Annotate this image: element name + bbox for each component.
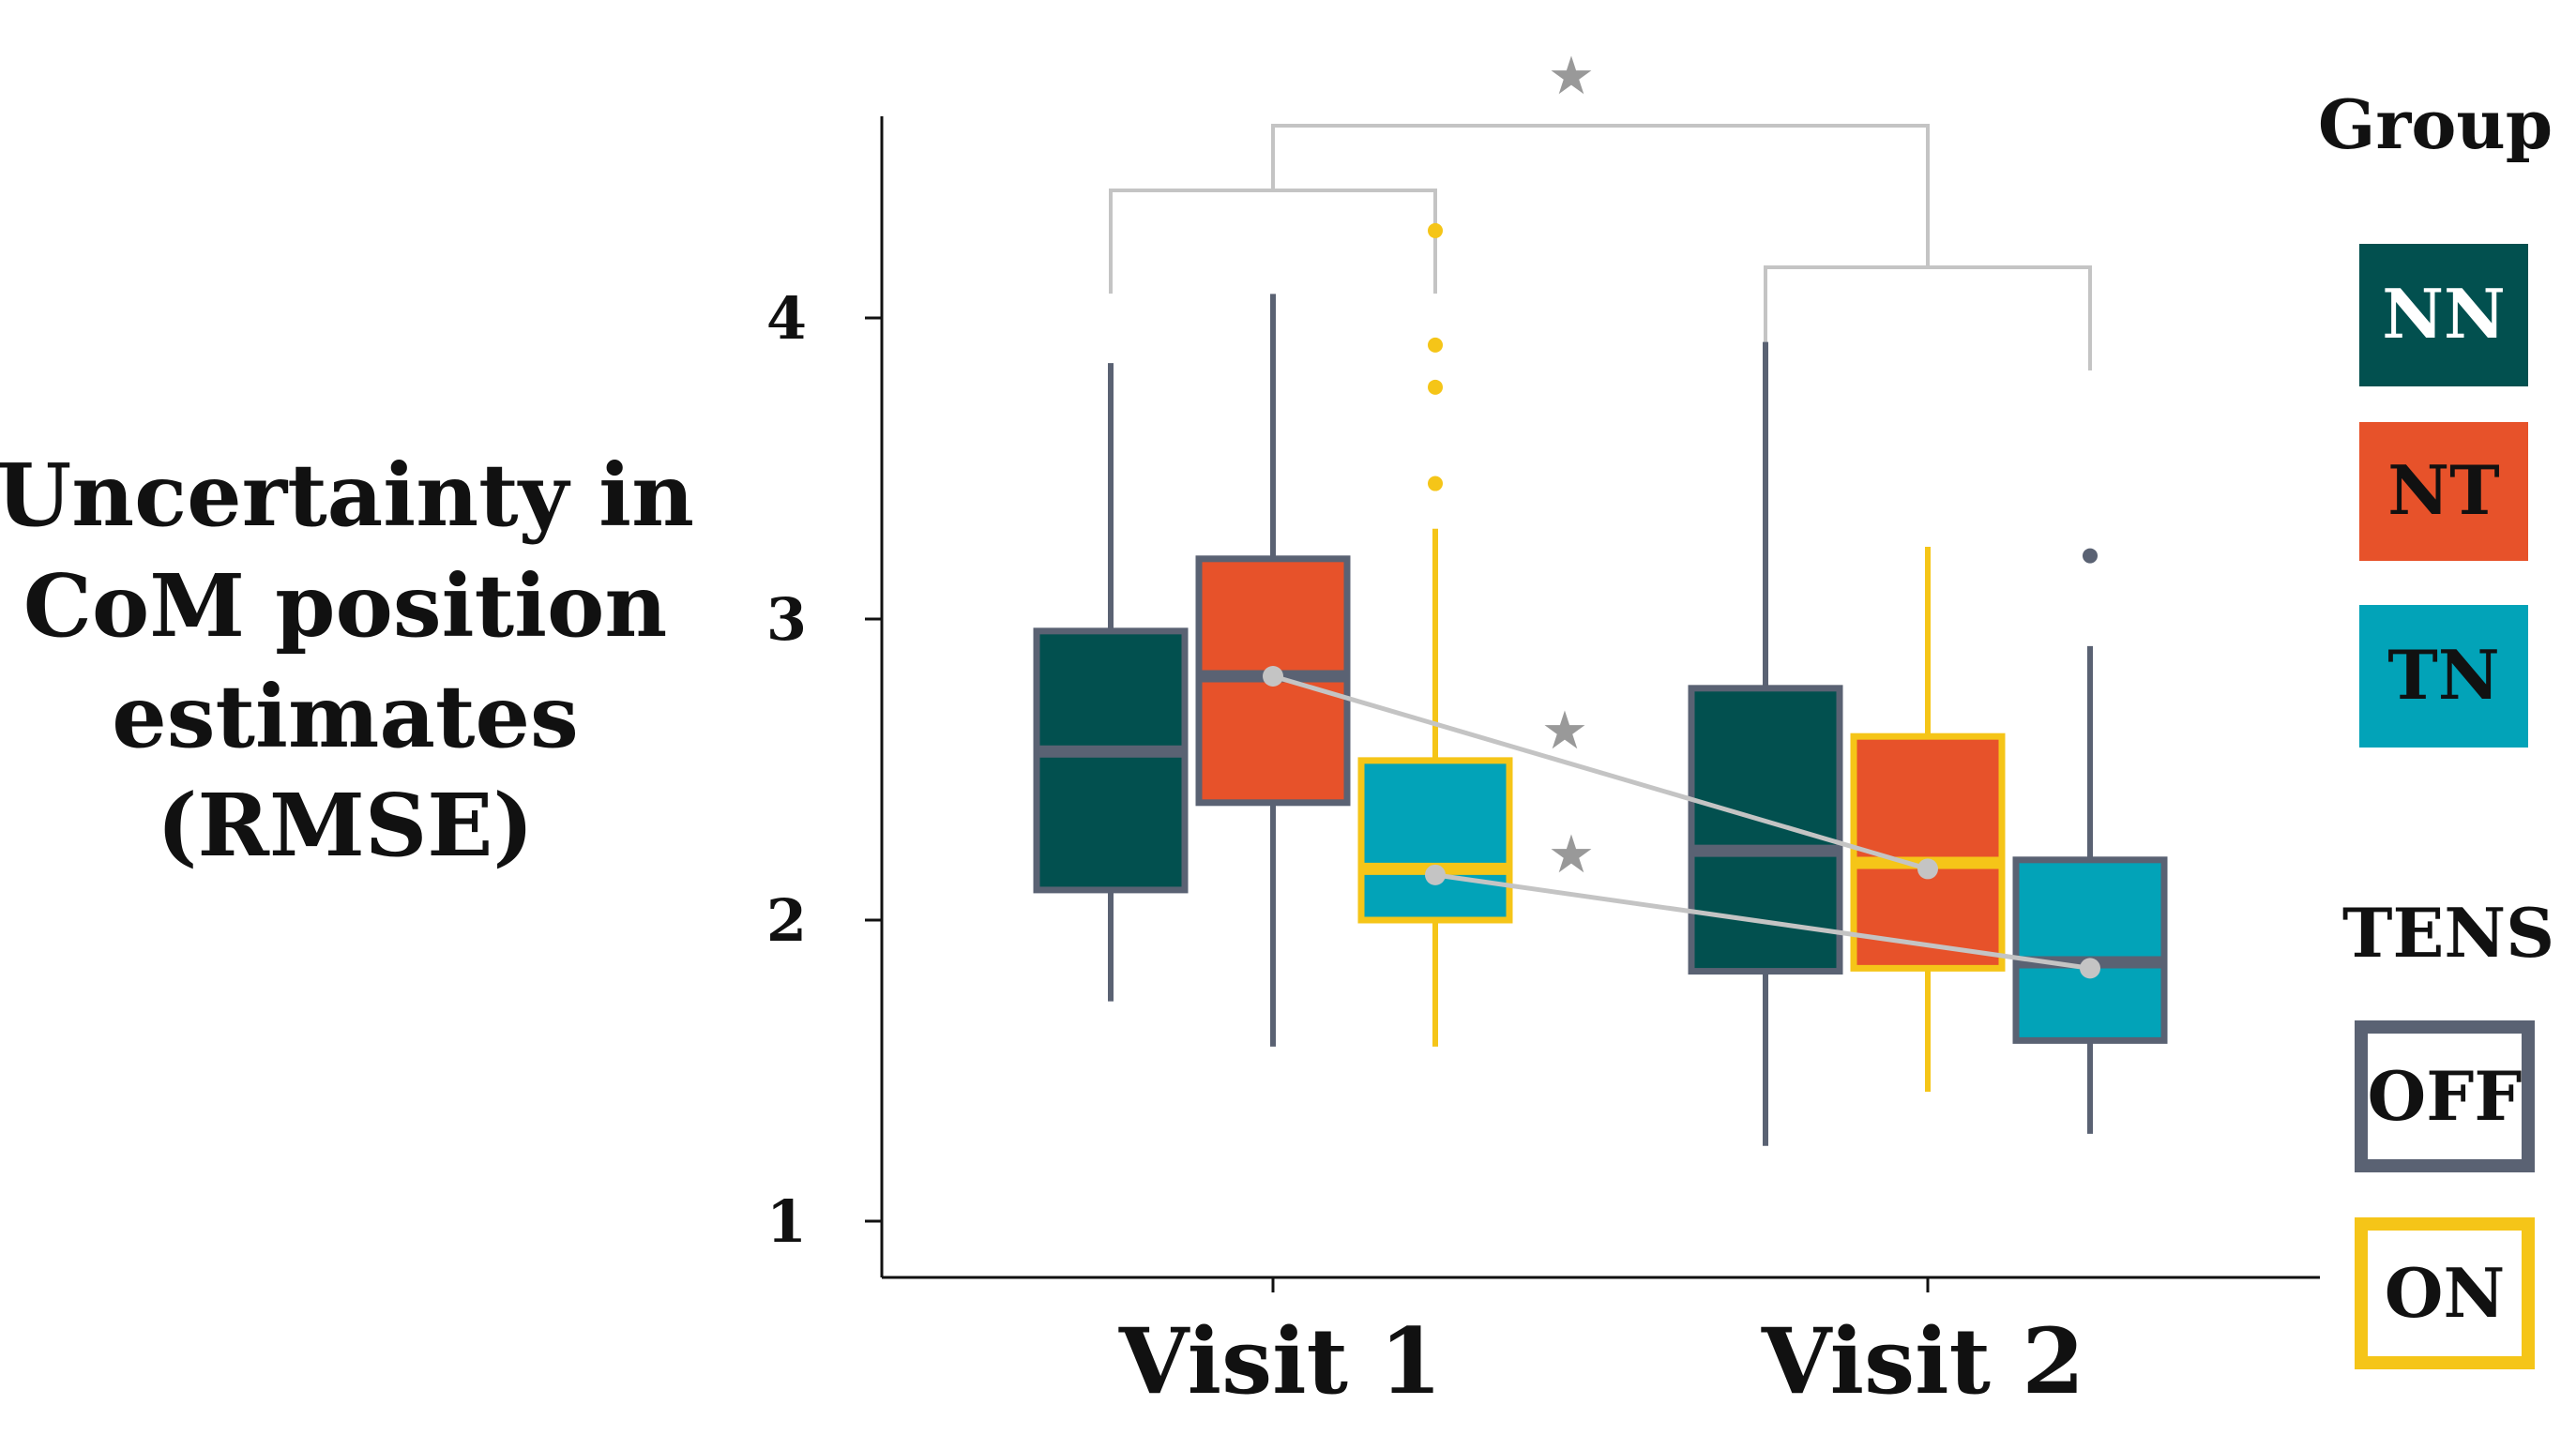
significance-star-visits: ★ (1548, 46, 1595, 107)
legend-swatch-tn (2359, 605, 2528, 748)
y-axis-title-line-1: Uncertainty in (0, 445, 694, 546)
legend-label-on: ON (2385, 1253, 2506, 1333)
legend-title-group: Group (2318, 84, 2553, 164)
significance-brackets (1109, 124, 2092, 370)
box-v2-tn (2012, 856, 2168, 1044)
y-axis-title-line-4: (RMSE) (157, 775, 534, 876)
outlier-v1-tn-4 (1428, 476, 1443, 491)
significance-star-nt: ★ (1541, 701, 1588, 762)
legend-swatch-nt (2359, 422, 2528, 561)
outlier-v1-tn-2 (1428, 337, 1443, 353)
outlier-v2-tn-1 (2083, 548, 2098, 564)
bracket-visits (1271, 124, 1930, 267)
legend-label-nn: NN (2382, 274, 2506, 354)
y-axis-title-line-3: estimates (112, 666, 579, 767)
mean-lines (1263, 665, 2100, 979)
category-label-visit-1: Visit 1 (1118, 1308, 1442, 1414)
legend-label-tn: TN (2387, 635, 2499, 715)
y-tick-label-4: 4 (766, 284, 807, 353)
mean-line-tn (1434, 872, 2091, 971)
legend-swatch-on (2355, 1217, 2535, 1369)
category-label-visit-2: Visit 2 (1761, 1308, 2084, 1414)
legend-swatch-off (2355, 1020, 2535, 1172)
legend-label-off: OFF (2368, 1056, 2523, 1136)
y-tick-label-3: 3 (766, 585, 807, 654)
mean-point-nt-visit-1 (1263, 665, 1283, 687)
y-ticks: 1 2 3 4 (766, 284, 882, 1256)
legend-label-nt: NT (2387, 450, 2499, 530)
box-v1-tn (1357, 757, 1513, 924)
significance-star-tn: ★ (1548, 824, 1595, 885)
bracket-visit-2 (1764, 265, 2092, 370)
mean-point-nt-visit-2 (1917, 858, 1938, 880)
legend-swatch-nn (2359, 244, 2528, 386)
box-v1-nn (1033, 627, 1189, 894)
y-tick-label-2: 2 (766, 886, 807, 955)
outlier-v1-tn-3 (1428, 379, 1443, 395)
legend-title-tens: TENS (2342, 893, 2554, 973)
y-tick-label-1: 1 (766, 1187, 807, 1256)
x-ticks (1271, 1277, 1930, 1292)
box-plots (1033, 222, 2168, 1146)
mean-line-nt (1272, 673, 1929, 871)
outlier-v1-tn-1 (1428, 222, 1443, 238)
mean-point-tn-visit-2 (2080, 958, 2100, 979)
bracket-visit-1 (1109, 189, 1437, 294)
mean-point-tn-visit-1 (1425, 864, 1446, 885)
y-axis-title-line-2: CoM position (23, 555, 668, 657)
